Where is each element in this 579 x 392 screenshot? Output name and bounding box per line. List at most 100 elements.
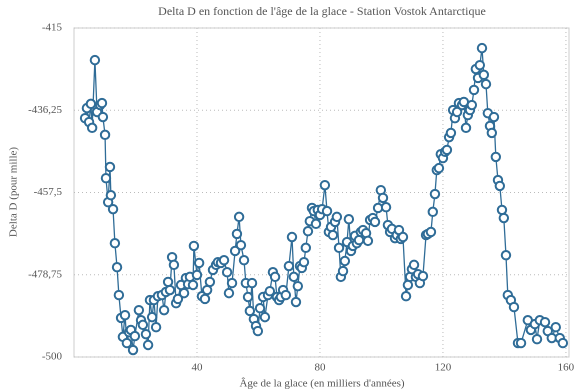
data-point [105, 190, 117, 201]
data-point [178, 287, 190, 299]
data-point [150, 321, 162, 333]
y-tick-label: -500 [42, 351, 63, 363]
data-point [331, 211, 343, 223]
data-point [488, 111, 500, 123]
data-point [298, 256, 310, 268]
data-point [97, 111, 109, 123]
data-point [441, 144, 453, 156]
chart-title: Delta D en fonction de l'âge de la glace… [158, 4, 486, 18]
data-point [508, 301, 520, 313]
data-point [377, 192, 389, 204]
data-point [254, 303, 266, 314]
data-point [353, 234, 365, 246]
data-point [96, 97, 108, 109]
data-point [310, 218, 322, 230]
data-point [137, 319, 149, 331]
data-point [369, 216, 381, 228]
data-point [238, 255, 250, 266]
data-point [490, 151, 502, 163]
data-point [191, 269, 203, 281]
data-point [264, 286, 276, 297]
data-point [280, 289, 292, 301]
data-point [142, 339, 154, 351]
data-point [226, 277, 238, 289]
data-point [486, 127, 498, 139]
data-point [515, 337, 527, 349]
data-point [433, 162, 445, 174]
data-point [474, 59, 486, 71]
data-point [140, 328, 152, 340]
data-point [246, 277, 258, 289]
y-axis-label: Delta D (pour mille) [8, 147, 20, 237]
data-point [380, 202, 392, 213]
data-point [204, 276, 216, 288]
x-tick-label: 80 [314, 362, 326, 374]
data-point [104, 161, 116, 173]
x-tick-label: 40 [191, 362, 203, 374]
data-point [133, 304, 145, 316]
data-point [288, 271, 300, 283]
data-point [188, 240, 200, 252]
data-point [199, 293, 211, 305]
data-point [496, 204, 508, 216]
data-point [162, 276, 174, 288]
x-tick-label: 120 [435, 362, 452, 374]
data-point [400, 291, 412, 302]
data-point [235, 239, 247, 251]
data-point [109, 238, 121, 249]
data-point [283, 260, 295, 272]
data-point [292, 280, 304, 292]
data-point [107, 203, 119, 215]
data-point [231, 228, 243, 240]
data-point [158, 304, 170, 316]
data-point [425, 226, 437, 238]
data-point [86, 122, 98, 134]
data-point [480, 78, 492, 90]
data-point [427, 206, 438, 218]
data-point [121, 337, 133, 349]
data-point [193, 257, 205, 269]
data-point [187, 279, 199, 291]
data-point [269, 271, 281, 283]
data-point [252, 325, 264, 337]
data-point [397, 231, 409, 243]
data-point [494, 180, 506, 192]
data-point [445, 127, 457, 139]
data-point [476, 42, 488, 54]
data-point [402, 279, 414, 291]
data-point [242, 291, 254, 303]
data-point [100, 172, 112, 184]
data-point [168, 259, 180, 271]
data-point [85, 98, 97, 110]
data-point [229, 245, 241, 257]
data-point [119, 309, 131, 321]
data-point [539, 316, 551, 328]
data-point [244, 305, 256, 317]
data-point [466, 99, 478, 111]
data-point [478, 69, 490, 81]
data-point [429, 188, 441, 200]
data-point [417, 270, 429, 282]
data-point [113, 289, 125, 301]
data-line [84, 48, 564, 351]
data-point [362, 235, 374, 247]
data-point [319, 179, 331, 191]
data-point [557, 337, 569, 349]
data-point [99, 129, 111, 141]
y-tick-label: -415 [42, 22, 63, 34]
data-point [259, 311, 271, 323]
data-point [146, 311, 158, 323]
data-point [286, 231, 298, 243]
x-tick-label: 160 [558, 362, 575, 374]
data-point [333, 242, 345, 254]
data-point [339, 255, 351, 267]
y-tick-label: -436,25 [28, 104, 62, 116]
data-point [327, 229, 339, 241]
x-axis-label: Âge de la glace (en milliers d'années) [239, 378, 404, 390]
data-point [500, 250, 512, 261]
data-point [218, 255, 230, 266]
data-point [302, 226, 314, 237]
data-point [233, 211, 245, 223]
data-point [343, 214, 355, 225]
